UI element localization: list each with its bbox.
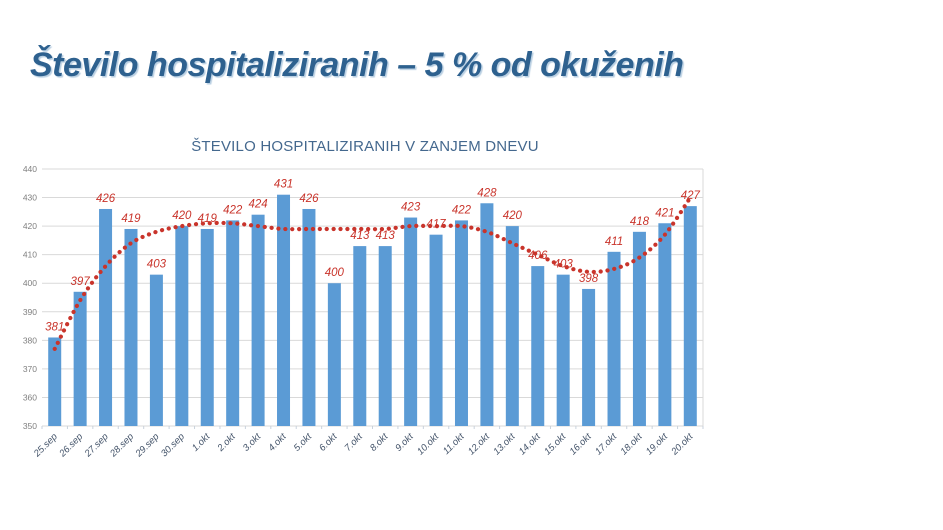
data-label: 426 (96, 193, 116, 205)
x-axis-label: 3.okt (241, 431, 264, 454)
bar (327, 283, 341, 426)
data-label: 397 (71, 276, 91, 288)
x-axis-label: 7.okt (343, 431, 366, 454)
bar (658, 223, 672, 426)
data-label: 413 (350, 230, 370, 242)
bar (353, 246, 367, 426)
bar (556, 274, 570, 426)
data-label: 419 (198, 213, 218, 225)
y-axis-tick-label: 360 (23, 392, 37, 402)
data-label: 421 (655, 207, 674, 219)
chart-svg: 350 360 370 380 390 400 410 420 430 440 381 25.sep 3… (23, 164, 704, 460)
data-label: 406 (528, 250, 548, 262)
y-axis-tick-label: 420 (23, 221, 37, 231)
bar (302, 208, 316, 426)
bar (73, 291, 87, 426)
data-label: 418 (630, 216, 650, 228)
x-axis-label: 9.okt (393, 431, 416, 454)
x-axis-label: 15.okt (542, 431, 568, 457)
bar (607, 251, 621, 426)
bar (404, 217, 418, 426)
x-axis-label: 17.okt (593, 431, 619, 457)
x-axis-label: 12.okt (466, 431, 492, 457)
x-axis-label: 16.okt (568, 431, 594, 457)
y-axis-tick-label: 410 (23, 250, 37, 260)
x-axis-label: 14.okt (517, 431, 543, 457)
bar (582, 288, 596, 426)
data-label: 427 (681, 190, 701, 202)
data-label: 420 (503, 210, 523, 222)
data-label: 420 (172, 210, 192, 222)
y-axis-tick-label: 380 (23, 335, 37, 345)
data-label: 422 (452, 204, 472, 216)
x-axis-label: 27.sep (82, 431, 111, 460)
x-axis-label: 13.okt (491, 431, 517, 457)
x-axis-label: 29.sep (133, 431, 162, 460)
data-label: 426 (299, 193, 319, 205)
data-label: 403 (554, 259, 574, 271)
x-axis-label: 19.okt (644, 431, 670, 457)
bar (429, 234, 443, 426)
bar (99, 208, 113, 426)
bar (505, 226, 519, 426)
y-axis-tick-label: 370 (23, 364, 37, 374)
y-axis-tick-label: 390 (23, 307, 37, 317)
y-axis-tick-label: 440 (23, 164, 37, 174)
trend-line (52, 195, 693, 351)
chart-title: ŠTEVILO HOSPITALIZIRANIH V ZANJEM DNEVU (191, 138, 539, 155)
slide-title: Število hospitaliziranih – 5 % od okužen… (30, 46, 684, 84)
x-axis-label: 18.okt (618, 431, 644, 457)
bar (124, 228, 138, 426)
bar (226, 220, 240, 426)
x-axis-label: 6.okt (317, 431, 340, 454)
bar (200, 228, 214, 426)
data-label: 413 (376, 230, 396, 242)
bar (175, 226, 189, 426)
y-axis-tick-label: 350 (23, 421, 37, 431)
bar (277, 194, 291, 426)
x-axis-label: 8.okt (368, 431, 391, 454)
x-axis-label: 2.okt (215, 431, 238, 454)
bar (480, 203, 494, 426)
x-axis-label: 30.sep (159, 431, 187, 459)
x-axis-label: 11.okt (441, 431, 467, 457)
x-axis-label: 26.sep (57, 431, 86, 460)
x-axis-label: 1.okt (190, 431, 213, 454)
bar (683, 206, 697, 426)
data-label: 398 (579, 273, 599, 285)
y-axis-tick-label: 430 (23, 193, 37, 203)
x-axis-label: 28.sep (107, 431, 136, 460)
bar (531, 266, 545, 426)
x-axis-label: 25.sep (31, 431, 60, 460)
x-axis-label: 20.okt (669, 431, 696, 458)
x-axis-label: 10.okt (415, 431, 441, 457)
x-axis-label: 4.okt (266, 431, 289, 454)
bar (378, 246, 392, 426)
data-label: 381 (45, 321, 64, 333)
data-label: 428 (477, 187, 497, 199)
data-label: 423 (401, 202, 421, 214)
bar (149, 274, 163, 426)
bar (251, 214, 265, 426)
data-label: 411 (605, 236, 623, 248)
x-axis-label: 5.okt (292, 431, 315, 454)
data-label: 400 (325, 267, 345, 279)
data-label: 431 (274, 179, 293, 191)
y-axis-tick-label: 400 (23, 278, 37, 288)
bar (48, 337, 62, 426)
data-label: 424 (249, 199, 268, 211)
data-label: 403 (147, 259, 167, 271)
data-label: 422 (223, 204, 243, 216)
data-label: 419 (121, 213, 141, 225)
bar (632, 231, 646, 426)
bar (454, 220, 468, 426)
